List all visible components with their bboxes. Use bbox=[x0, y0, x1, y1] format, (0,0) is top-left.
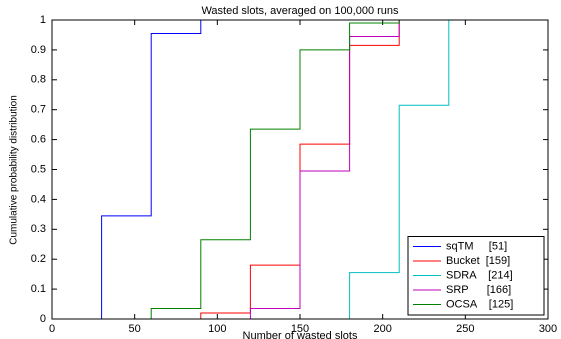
x-tick-label: 300 bbox=[539, 323, 557, 335]
y-tick-label: 0.8 bbox=[31, 74, 46, 86]
x-tick-label: 150 bbox=[291, 323, 309, 335]
y-tick-label: 0.6 bbox=[31, 134, 46, 146]
y-tick-label: 0.4 bbox=[31, 193, 46, 205]
y-tick-label: 0 bbox=[40, 313, 46, 325]
plot-frame bbox=[51, 19, 549, 320]
x-tick-label: 100 bbox=[208, 323, 226, 335]
x-tick-label: 0 bbox=[49, 323, 55, 335]
series-line bbox=[101, 19, 449, 320]
y-tick-label: 0.1 bbox=[31, 283, 46, 295]
chart-title: Wasted slots, averaged on 100,000 runs bbox=[201, 5, 399, 17]
y-tick-label: 0.2 bbox=[31, 253, 46, 265]
legend-label: OCSA [125] bbox=[446, 298, 513, 310]
x-tick-label: 200 bbox=[373, 323, 391, 335]
legend-label: SDRA [214] bbox=[446, 269, 513, 281]
legend-label: SRP [166] bbox=[446, 284, 511, 296]
y-tick-label: 0.3 bbox=[31, 223, 46, 235]
y-tick-label: 0.9 bbox=[31, 44, 46, 56]
y-tick-label: 1 bbox=[40, 14, 46, 26]
legend-label: Bucket [159] bbox=[446, 255, 510, 267]
x-tick-label: 50 bbox=[129, 323, 141, 335]
x-tick-label: 250 bbox=[456, 323, 474, 335]
legend-label: sqTM [51] bbox=[446, 240, 507, 252]
y-axis-label: Cumulative probability distribution bbox=[9, 95, 20, 245]
y-tick-label: 0.5 bbox=[31, 163, 46, 175]
y-tick-label: 0.7 bbox=[31, 104, 46, 116]
series-line bbox=[52, 19, 251, 320]
series-line bbox=[300, 19, 499, 320]
x-axis-label: Number of wasted slots bbox=[243, 330, 358, 339]
